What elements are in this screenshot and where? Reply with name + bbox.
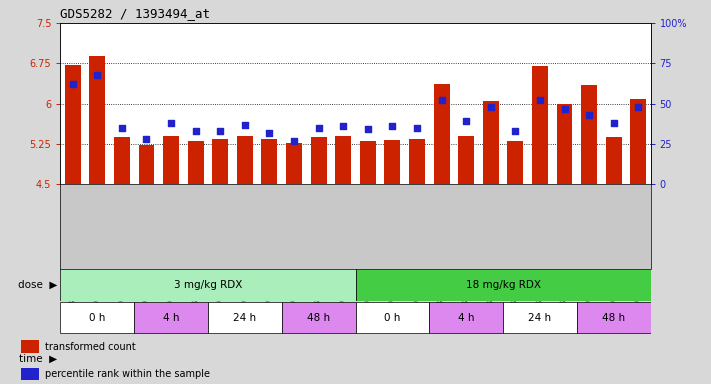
Bar — [139, 144, 154, 184]
Bar — [356, 270, 651, 301]
Text: percentile rank within the sample: percentile rank within the sample — [45, 369, 210, 379]
Bar — [458, 136, 474, 184]
Point — [608, 120, 619, 126]
Point — [584, 112, 595, 118]
Bar — [90, 56, 105, 184]
Text: 24 h: 24 h — [528, 313, 552, 323]
Point — [141, 136, 152, 142]
Point — [338, 123, 349, 129]
Point — [387, 123, 398, 129]
Point — [92, 71, 103, 78]
Point — [116, 125, 127, 131]
Bar — [60, 302, 134, 333]
Point — [559, 106, 570, 112]
Point — [264, 130, 275, 136]
Point — [190, 128, 201, 134]
Point — [436, 98, 447, 104]
Bar — [282, 302, 356, 333]
Bar — [508, 141, 523, 184]
Point — [362, 126, 373, 132]
Bar — [134, 302, 208, 333]
Bar — [577, 302, 651, 333]
Bar — [237, 136, 253, 184]
Bar — [630, 99, 646, 184]
Text: 0 h: 0 h — [89, 313, 105, 323]
Text: transformed count: transformed count — [45, 341, 136, 352]
Bar — [114, 137, 130, 184]
Point — [313, 125, 324, 131]
Bar — [21, 340, 39, 353]
Point — [215, 128, 226, 134]
Bar — [581, 85, 597, 184]
Point — [534, 98, 545, 104]
Point — [67, 81, 78, 88]
Text: GDS5282 / 1393494_at: GDS5282 / 1393494_at — [60, 7, 210, 20]
Text: 48 h: 48 h — [307, 313, 330, 323]
Text: 4 h: 4 h — [458, 313, 474, 323]
Bar — [356, 302, 429, 333]
Bar — [21, 367, 39, 380]
Bar — [434, 84, 449, 184]
Bar — [557, 104, 572, 184]
Bar — [385, 140, 400, 184]
Text: 4 h: 4 h — [163, 313, 179, 323]
Text: 24 h: 24 h — [233, 313, 257, 323]
Text: 48 h: 48 h — [602, 313, 625, 323]
Text: dose  ▶: dose ▶ — [18, 280, 57, 290]
Bar — [208, 302, 282, 333]
Text: 0 h: 0 h — [384, 313, 400, 323]
Bar — [65, 65, 81, 184]
Point — [461, 118, 472, 124]
Bar — [262, 139, 277, 184]
Bar — [60, 270, 356, 301]
Bar — [360, 141, 376, 184]
Bar — [532, 66, 548, 184]
Point — [411, 125, 422, 131]
Point — [633, 104, 644, 110]
Bar — [429, 302, 503, 333]
Bar — [311, 137, 326, 184]
Point — [289, 138, 300, 144]
Bar — [188, 141, 203, 184]
Point — [166, 120, 177, 126]
Bar — [213, 139, 228, 184]
Point — [239, 122, 250, 128]
Point — [510, 128, 521, 134]
Bar — [335, 136, 351, 184]
Text: 18 mg/kg RDX: 18 mg/kg RDX — [466, 280, 540, 290]
Point — [485, 104, 496, 110]
Bar — [503, 302, 577, 333]
Bar — [163, 136, 179, 184]
Text: 3 mg/kg RDX: 3 mg/kg RDX — [173, 280, 242, 290]
Bar — [606, 137, 621, 184]
Text: time  ▶: time ▶ — [18, 354, 57, 364]
Bar — [409, 139, 425, 184]
Bar — [483, 101, 498, 184]
Bar — [286, 143, 302, 184]
